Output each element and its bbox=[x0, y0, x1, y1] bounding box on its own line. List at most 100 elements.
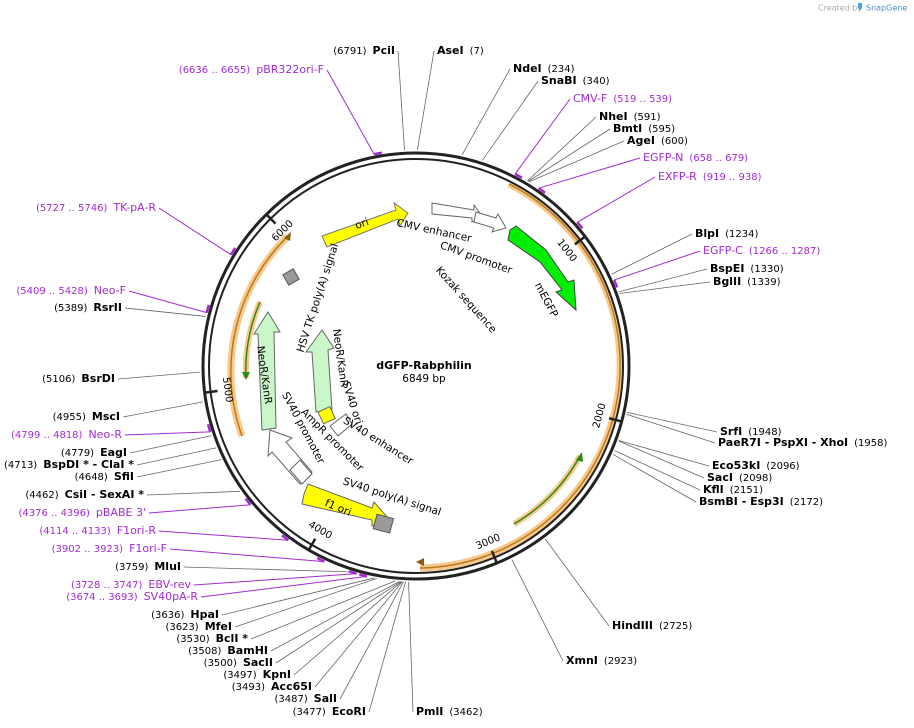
primer-mark bbox=[537, 187, 546, 194]
ruler-label: 2000 bbox=[591, 402, 608, 429]
leader-line bbox=[461, 68, 511, 156]
site-position: (3728 .. 3747) bbox=[71, 580, 143, 591]
leader-line bbox=[250, 580, 396, 640]
feature-label: CMV enhancer bbox=[395, 217, 473, 245]
site-label: (3497) KpnI bbox=[223, 668, 291, 681]
site-name: EGFP-C bbox=[703, 244, 743, 257]
leader-line bbox=[397, 50, 405, 151]
site-position: (5409 .. 5428) bbox=[16, 286, 88, 297]
site-name: BsmBI - Esp3I bbox=[699, 495, 784, 508]
site-position: (3477) bbox=[293, 707, 326, 718]
site-position: (3759) bbox=[115, 562, 148, 573]
site-name: MfeI bbox=[205, 620, 232, 633]
primer-label: (4799 .. 4818) Neo-R bbox=[11, 428, 122, 441]
leader-line bbox=[481, 80, 539, 161]
site-label: AseI (7) bbox=[437, 44, 484, 57]
feature-arc bbox=[245, 301, 261, 379]
site-position: (4648) bbox=[75, 472, 108, 483]
site-label: (3508) BamHI bbox=[188, 644, 268, 657]
site-name: MluI bbox=[154, 560, 181, 573]
site-name: RsrII bbox=[93, 301, 122, 314]
site-name: BclI * bbox=[216, 632, 249, 645]
feature-arc bbox=[513, 455, 581, 525]
site-name: BspDI * - ClaI * bbox=[43, 458, 134, 471]
site-position: (3500) bbox=[204, 658, 237, 669]
site-name: CMV-F bbox=[573, 92, 607, 105]
site-position: (600) bbox=[661, 136, 688, 147]
leader-line bbox=[544, 538, 610, 627]
site-label: Eco53kI (2096) bbox=[712, 459, 800, 472]
site-name: HindIII bbox=[612, 619, 653, 632]
credit: Created by bbox=[818, 4, 862, 13]
plasmid-name: dGFP-Rabphilin bbox=[376, 359, 471, 372]
brand: SnapGene bbox=[866, 4, 907, 13]
leader-line bbox=[538, 157, 641, 189]
site-position: (3497) bbox=[223, 670, 256, 681]
site-label: (3636) HpaI bbox=[151, 608, 219, 621]
site-label: NdeI (234) bbox=[513, 62, 575, 75]
primer-label: EXFP-R (919 .. 938) bbox=[658, 170, 762, 183]
site-name: EagI bbox=[100, 446, 127, 459]
site-name: Eco53kI bbox=[712, 459, 760, 472]
arrow-head bbox=[284, 232, 291, 241]
site-position: (3902 .. 3923) bbox=[52, 544, 124, 555]
leader-line bbox=[234, 578, 378, 628]
site-label: SnaBI (340) bbox=[541, 74, 610, 87]
leader-line bbox=[618, 440, 705, 479]
arrow-head bbox=[242, 372, 250, 380]
site-name: SacII bbox=[243, 656, 273, 669]
site-position: (2725) bbox=[659, 621, 692, 632]
site-name: EXFP-R bbox=[658, 170, 697, 183]
site-position: (5727 .. 5746) bbox=[36, 203, 108, 214]
primer-label: EGFP-C (1266 .. 1287) bbox=[703, 244, 820, 257]
site-label: HindIII (2725) bbox=[612, 619, 692, 632]
site-label: NheI (591) bbox=[599, 110, 661, 123]
site-name: MscI bbox=[92, 410, 120, 423]
site-name: TK-pA-R bbox=[112, 201, 156, 214]
leader-line bbox=[124, 431, 211, 436]
sv40-pa-box bbox=[372, 513, 395, 534]
site-label: SacI (2098) bbox=[707, 471, 772, 484]
ruler-label: 4000 bbox=[306, 519, 334, 541]
site-name: pBR322ori-F bbox=[256, 63, 324, 76]
leader-line bbox=[618, 440, 710, 467]
leader-line bbox=[408, 581, 414, 713]
site-label: BlpI (1234) bbox=[695, 227, 758, 240]
primer-label: (5409 .. 5428) Neo-F bbox=[16, 284, 126, 297]
site-position: (3462) bbox=[449, 707, 482, 718]
primer-mark bbox=[244, 497, 252, 506]
leader-line bbox=[613, 250, 701, 281]
leader-line bbox=[158, 530, 289, 541]
site-position: (595) bbox=[648, 124, 675, 135]
leader-line bbox=[416, 50, 435, 151]
primer-mark bbox=[514, 172, 523, 179]
ruler-tick bbox=[204, 389, 218, 394]
feature-label: NeoR/KanR bbox=[330, 328, 350, 388]
site-label: (4955) MscI bbox=[53, 410, 120, 423]
site-position: (591) bbox=[634, 112, 661, 123]
site-position: (1266 .. 1287) bbox=[749, 246, 821, 257]
site-name: F1ori-F bbox=[129, 542, 167, 555]
site-position: (5106) bbox=[42, 374, 75, 385]
primer-label: (6636 .. 6655) pBR322ori-F bbox=[179, 63, 324, 76]
ruler-tick bbox=[574, 235, 586, 246]
primer-label: (5727 .. 5746) TK-pA-R bbox=[36, 201, 156, 214]
site-name: PaeR7I - PspXI - XhoI bbox=[718, 436, 848, 449]
leader-line bbox=[221, 577, 375, 616]
site-label: (4713) BspDI * - ClaI * bbox=[4, 458, 134, 471]
site-position: (340) bbox=[583, 76, 610, 87]
leader-line bbox=[514, 98, 571, 175]
site-position: (4779) bbox=[61, 448, 94, 459]
feature-label: ori bbox=[354, 216, 371, 232]
leader-line bbox=[626, 411, 718, 433]
primer-mark bbox=[205, 304, 211, 313]
site-name: F1ori-R bbox=[117, 524, 157, 537]
primer-label: (3674 .. 3693) SV40pA-R bbox=[66, 590, 198, 603]
leader-line bbox=[183, 566, 351, 573]
site-name: BsrDI bbox=[81, 372, 115, 385]
site-name: HpaI bbox=[190, 608, 219, 621]
leader-line bbox=[528, 140, 625, 183]
leader-line bbox=[626, 413, 716, 444]
leader-line bbox=[200, 575, 368, 598]
site-position: (3674 .. 3693) bbox=[66, 592, 138, 603]
